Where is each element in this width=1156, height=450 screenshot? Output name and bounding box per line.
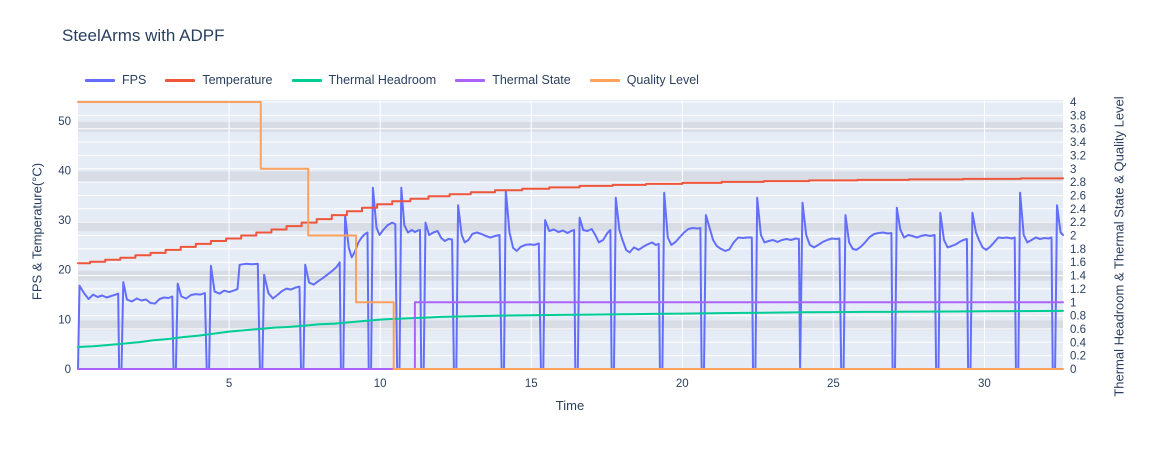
x-tick-label: 10 <box>374 378 387 390</box>
x-tick-label: 25 <box>827 378 840 390</box>
legend-line-swatch <box>165 78 196 82</box>
y-right-tick-label: 3 <box>1070 164 1076 176</box>
y-right-tick-label: 1.8 <box>1070 244 1086 256</box>
y-right-tick-label: 0.2 <box>1070 351 1086 363</box>
thermal-state-line[interactable] <box>77 301 1064 370</box>
y-right-tick-label: 0.4 <box>1070 337 1087 349</box>
y-right-tick-label: 1 <box>1070 297 1076 309</box>
temperature-line[interactable] <box>77 177 1064 265</box>
legend-label: Thermal State <box>492 73 571 87</box>
legend-item-fps[interactable]: FPS <box>85 73 146 87</box>
plot-band <box>78 121 1063 132</box>
y-right-tick-label: 3.8 <box>1070 110 1086 122</box>
legend-line-swatch <box>291 78 322 82</box>
y-right-tick-label: 1.6 <box>1070 257 1086 269</box>
y-right-tick-label: 3.6 <box>1070 124 1086 136</box>
legend-label: FPS <box>122 73 147 87</box>
quality-level-line[interactable] <box>77 101 1064 370</box>
legend-line-swatch <box>85 78 115 82</box>
legend-line-swatch <box>589 78 620 82</box>
thermal-headroom-line[interactable] <box>77 309 1064 348</box>
y-axis-right-title: Thermal Headroom & Thermal State & Quali… <box>1111 96 1127 397</box>
y-right-tick-label: 4 <box>1070 97 1077 109</box>
x-axis-title: Time <box>555 398 585 413</box>
legend-item-temperature[interactable]: Temperature <box>165 73 273 87</box>
y-right-tick-label: 1.2 <box>1070 284 1086 296</box>
y-left-tick-label: 40 <box>58 165 71 177</box>
legend-label: Quality Level <box>626 73 699 87</box>
y-right-tick-label: 3.2 <box>1070 150 1086 162</box>
y-right-tick-label: 2.2 <box>1070 217 1086 229</box>
x-tick-label: 20 <box>676 378 689 390</box>
plot-band <box>78 320 1063 331</box>
y-right-tick-label: 0.8 <box>1070 311 1086 323</box>
y-right-tick-label: 0.6 <box>1070 324 1086 336</box>
legend: FPS Temperature Thermal Headroom Thermal St… <box>85 73 699 87</box>
x-tick-label: 30 <box>978 378 991 390</box>
legend-line-swatch <box>455 78 486 82</box>
plot-band <box>78 221 1063 232</box>
y-right-tick-label: 2.6 <box>1070 190 1086 202</box>
y-left-tick-label: 50 <box>58 116 71 128</box>
legend-item-thermal-headroom[interactable]: Thermal Headroom <box>291 73 437 87</box>
y-right-tick-label: 2.4 <box>1070 204 1087 216</box>
legend-item-thermal-state[interactable]: Thermal State <box>455 73 571 87</box>
chart-title: SteelArms with ADPF <box>62 26 225 45</box>
legend-label: Thermal Headroom <box>328 73 437 87</box>
y-right-tick-label: 3.4 <box>1070 137 1087 149</box>
x-tick-label: 5 <box>226 378 232 390</box>
fps-line[interactable] <box>77 186 1064 370</box>
y-right-tick-label: 2 <box>1070 231 1076 243</box>
y-left-tick-label: 20 <box>58 265 71 277</box>
y-left-tick-label: 0 <box>65 364 71 376</box>
y-right-tick-label: 2.8 <box>1070 177 1086 189</box>
legend-label: Temperature <box>202 73 273 87</box>
plot-band <box>78 171 1063 182</box>
legend-item-quality-level[interactable]: Quality Level <box>589 73 699 87</box>
x-tick-label: 15 <box>525 378 538 390</box>
y-left-tick-label: 30 <box>58 215 71 227</box>
y-axis-left-title: FPS & Temperature(°C) <box>29 162 45 301</box>
y-left-tick-label: 10 <box>58 314 71 326</box>
y-right-tick-label: 1.4 <box>1070 271 1087 283</box>
y-right-tick-label: 0 <box>1070 364 1076 376</box>
